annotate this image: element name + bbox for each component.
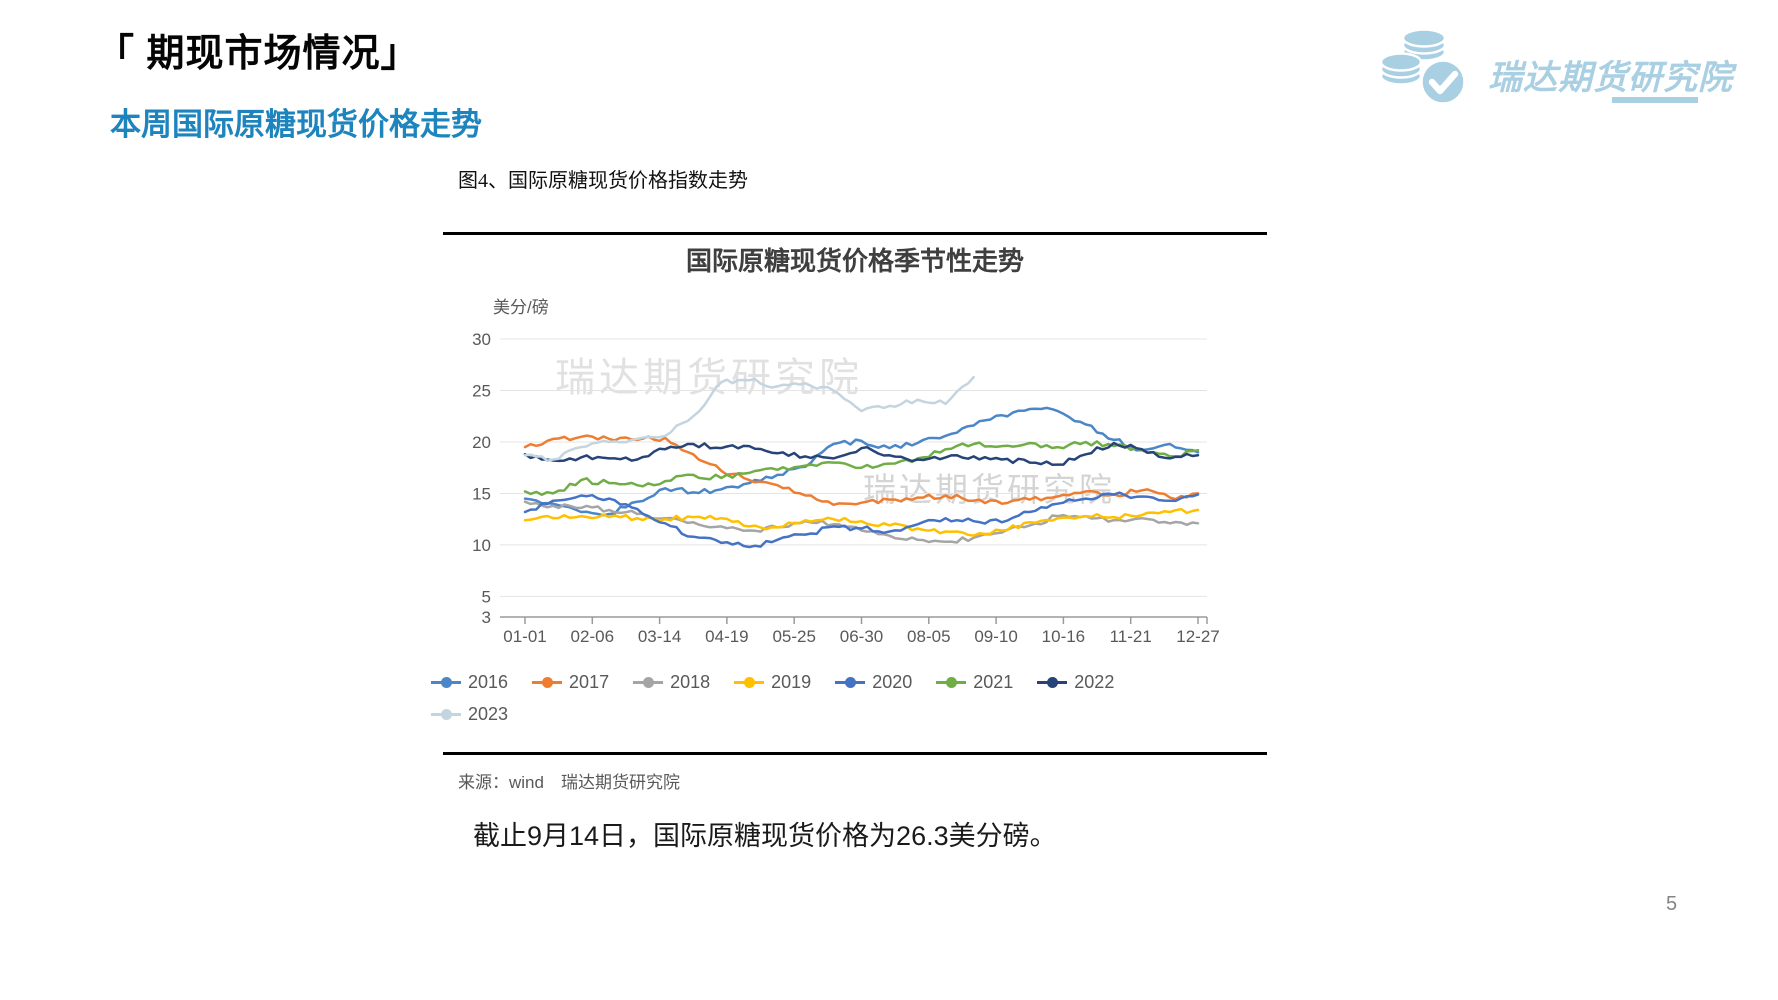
logo-underline [1612,97,1698,103]
page-number: 5 [1666,893,1678,915]
legend-marker [532,676,563,689]
series-line-2021 [523,440,1200,496]
series-line-2023 [523,375,975,463]
legend-item-2016: 2016 [431,669,508,695]
page-title: 「 期现市场情况」 [96,33,420,75]
brand-logo-text: 瑞达期货研究院 [1488,59,1733,97]
series-line-2016 [523,406,1200,517]
y-tick-label: 10 [472,536,491,555]
chart-legend: 2016 2017 2018 2019 2020 2021 2022 2023 [431,669,1191,727]
legend-marker [1037,676,1068,689]
brand-logo: 瑞达期货研究院 [1380,20,1732,115]
x-tick-label: 12-27 [1176,627,1219,646]
x-tick-label: 11-21 [1110,627,1152,646]
legend-item-2020: 2020 [835,669,912,695]
legend-item-2022: 2022 [1037,669,1114,695]
legend-marker [835,676,866,689]
legend-item-2018: 2018 [633,669,710,695]
y-tick-label: 20 [472,433,491,452]
series-line-2019 [523,507,1200,537]
legend-marker [431,676,461,689]
figure-caption: 图4、国际原糖现货价格指数走势 [458,170,748,192]
y-axis-unit-label: 美分/磅 [493,298,549,317]
x-tick-label: 05-25 [772,627,815,646]
section-subtitle: 本周国际原糖现货价格走势 [110,107,482,142]
legend-item-2023: 2023 [431,701,508,727]
y-tick-label: 15 [472,484,491,503]
x-tick-label: 09-10 [974,627,1017,646]
summary-text: 截止9月14日，国际原糖现货价格为26.3美分磅。 [473,821,1057,851]
x-tick-label: 08-05 [907,627,950,646]
figure-top-rule [443,232,1267,235]
legend-label: 2020 [872,671,913,692]
legend-label: 2018 [670,671,711,692]
x-tick-label: 06-30 [840,627,883,646]
x-tick-label: 01-01 [503,627,546,646]
x-tick-label: 03-14 [638,627,681,646]
legend-label: 2023 [468,703,509,724]
chart-title: 国际原糖现货价格季节性走势 [685,246,1024,276]
legend-item-2017: 2017 [532,669,609,695]
legend-label: 2017 [569,671,610,692]
series-line-2017 [523,434,1200,507]
figure-bottom-rule [443,752,1267,755]
x-tick-label: 04-19 [705,627,748,646]
legend-label: 2016 [468,671,509,692]
x-tick-label: 10-16 [1042,627,1085,646]
y-tick-label: 5 [482,587,491,606]
legend-label: 2021 [973,671,1014,692]
x-tick-label: 02-06 [571,627,614,646]
seasonal-line-chart: 01-01 02-06 03-14 04-19 05-25 06-30 08-05 09-10… [472,330,1220,646]
legend-item-2021: 2021 [936,669,1013,695]
coins-check-icon [1380,28,1466,105]
legend-label: 2019 [771,671,812,692]
legend-marker [936,676,967,689]
legend-marker [633,676,664,689]
chart-area: 国际原糖现货价格季节性走势 美分/磅 瑞达期货研究院 瑞达期货研究院 01-01… [431,237,1267,752]
legend-item-2019: 2019 [734,669,811,695]
y-tick-label: 3 [482,608,491,627]
series-line-2022 [523,441,1200,466]
y-tick-label: 25 [472,381,491,400]
legend-label: 2022 [1074,671,1115,692]
source-note: 来源：wind 瑞达期货研究院 [458,773,680,792]
legend-marker [734,676,765,689]
legend-marker [431,708,461,721]
y-tick-label: 30 [472,330,491,349]
series-line-2020 [523,491,1200,549]
